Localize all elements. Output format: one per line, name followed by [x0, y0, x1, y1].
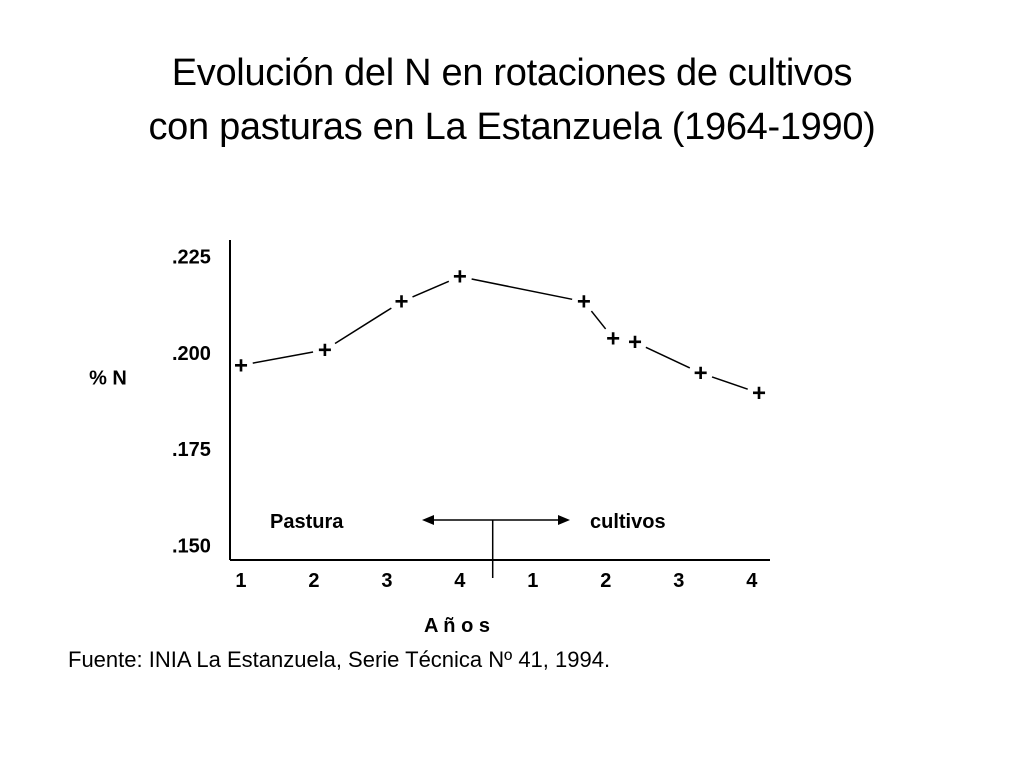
data-point-marker: +: [318, 337, 332, 364]
y-tick-label: .175: [172, 439, 211, 461]
series-line-segment: [645, 346, 691, 369]
x-tick-label: 3: [673, 570, 684, 592]
x-tick-label: 2: [308, 570, 319, 592]
slide-title-line-1: Evolución del N en rotaciones de cultivo…: [171, 52, 853, 94]
x-tick-label: 3: [381, 570, 392, 592]
source-note: Fuente: INIA La Estanzuela, Serie Técnic…: [68, 647, 611, 672]
y-axis-title: % N: [89, 368, 127, 390]
slide-title-line-2: con pasturas en La Estanzuela (1964-1990…: [148, 106, 876, 148]
series-line-segment: [412, 280, 450, 298]
right-arrow-head: [558, 515, 570, 525]
data-point-marker: +: [453, 264, 467, 291]
data-point-marker: +: [394, 289, 408, 316]
series-line-segment: [590, 310, 607, 330]
data-point-marker: +: [234, 352, 248, 379]
series-line-segment: [334, 307, 392, 345]
y-tick-label: .225: [172, 246, 211, 268]
x-tick-label: 1: [527, 570, 538, 592]
x-tick-label: 1: [235, 570, 246, 592]
pastura-label: Pastura: [270, 511, 344, 533]
series-line-segment: [252, 351, 314, 364]
left-arrow-head: [422, 515, 434, 525]
x-tick-label: 4: [454, 570, 466, 592]
data-point-marker: +: [752, 380, 766, 407]
data-point-marker: +: [694, 360, 708, 387]
series-line-segment: [711, 376, 748, 390]
x-tick-label: 4: [746, 570, 758, 592]
data-point-marker: +: [606, 325, 620, 352]
x-axis-title: A ñ o s: [424, 615, 490, 637]
y-tick-label: .200: [172, 343, 211, 365]
cultivos-label: cultivos: [590, 511, 666, 533]
series-line-segment: [471, 278, 573, 301]
x-tick-label: 2: [600, 570, 611, 592]
y-tick-label: .150: [172, 536, 211, 558]
data-point-marker: +: [577, 289, 591, 316]
data-point-marker: +: [628, 329, 642, 356]
